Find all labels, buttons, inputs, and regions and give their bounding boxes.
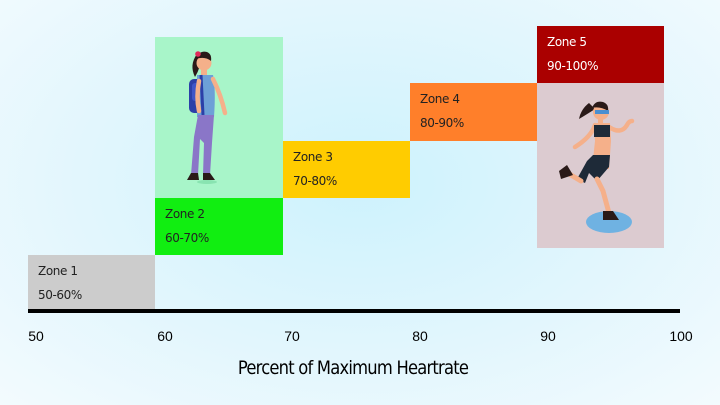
zone-3-range: 70-80%: [293, 174, 337, 188]
zone-5-picture-panel: [537, 83, 664, 248]
zone-4-range: 80-90%: [420, 116, 464, 130]
x-tick-label: 70: [284, 328, 300, 344]
running-woman-illustration: [559, 101, 635, 233]
zone-5-box: Zone 5 90-100%: [537, 26, 664, 83]
x-tick-label: 100: [669, 328, 693, 344]
x-axis-line: [28, 309, 680, 313]
zone-4-box: Zone 4 80-90%: [410, 83, 537, 141]
zone-1-box: Zone 1 50-60%: [28, 255, 155, 310]
zone-2-picture-panel: [155, 37, 283, 198]
walking-woman-illustration: [187, 51, 228, 184]
x-tick-label: 60: [157, 328, 173, 344]
x-tick-label: 50: [28, 328, 44, 344]
zone-1-range: 50-60%: [38, 288, 82, 302]
zone-2-box: Zone 2 60-70%: [155, 198, 283, 255]
zone-2-name: Zone 2: [165, 207, 205, 221]
zone-3-box: Zone 3 70-80%: [283, 141, 410, 198]
x-axis-title: Percent of Maximum Heartrate: [237, 357, 469, 379]
x-tick-label: 90: [540, 328, 556, 344]
zone-5-name: Zone 5: [547, 35, 587, 49]
zone-5-range: 90-100%: [547, 59, 599, 73]
zone-4-name: Zone 4: [420, 92, 460, 106]
zone-1-name: Zone 1: [38, 264, 78, 278]
x-tick-label: 80: [412, 328, 428, 344]
zone-3-name: Zone 3: [293, 150, 333, 164]
zone-2-range: 60-70%: [165, 231, 209, 245]
